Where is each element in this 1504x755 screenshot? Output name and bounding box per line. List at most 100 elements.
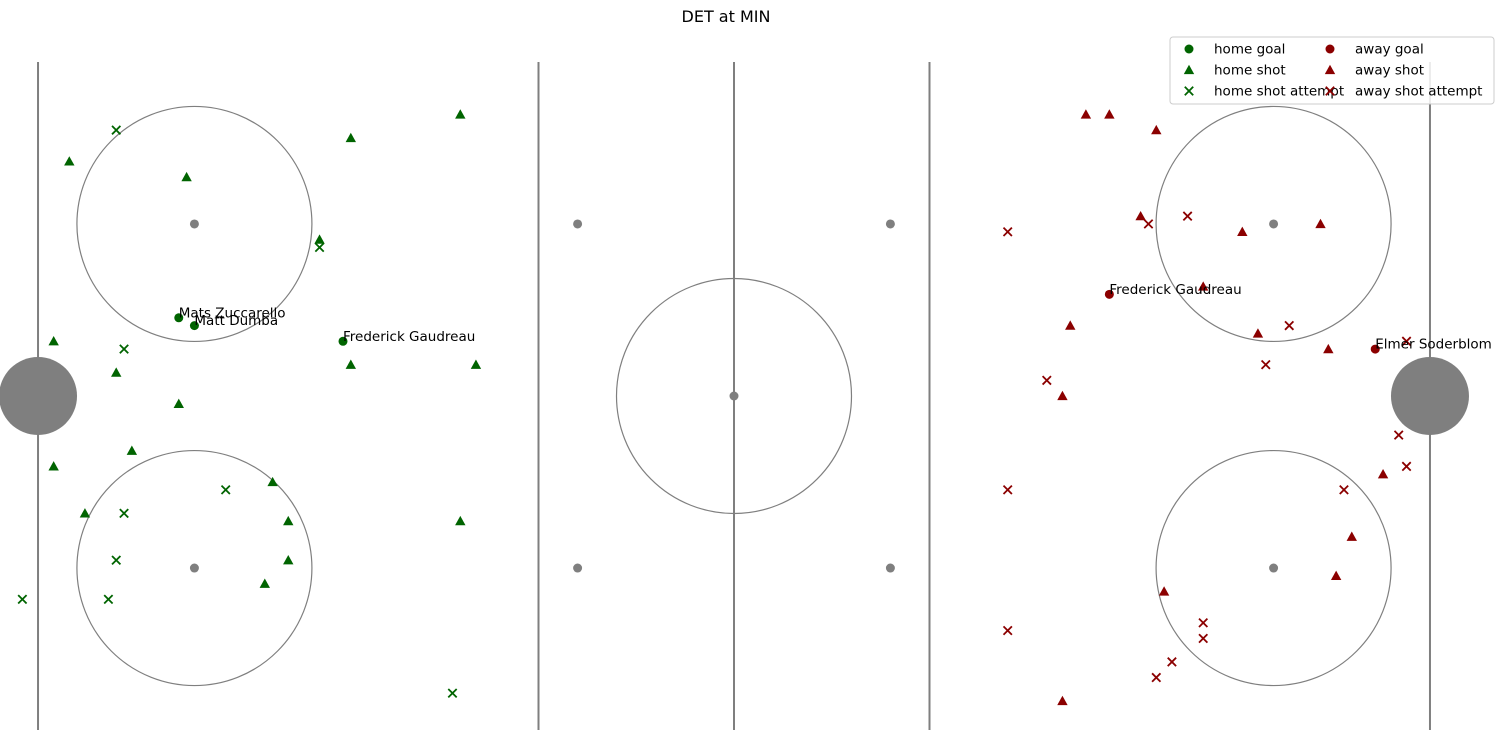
away-shot-attempt-point [1002, 485, 1013, 495]
home-shot-attempt-point [103, 594, 114, 605]
away-shot-attempt-point [1151, 672, 1162, 683]
faceoff-dot [573, 563, 583, 573]
home-shot-point [126, 445, 138, 455]
home-shot-point [79, 508, 91, 518]
home-shot-point [48, 336, 59, 346]
x-stroke [119, 344, 129, 354]
away-shot-attempt-point [1167, 657, 1177, 667]
plot-marks [17, 109, 1412, 706]
away-shot-point [1135, 210, 1146, 221]
away-shot-attempt-point [1339, 485, 1349, 495]
x-stroke [1184, 86, 1194, 96]
goal-net [1390, 357, 1469, 435]
away-shot-point [1346, 531, 1357, 541]
home-goal-point [174, 313, 184, 323]
away-shot-attempt-point [1002, 226, 1013, 237]
legend-marker-home_attempt [1184, 86, 1194, 96]
home-shot-attempt-point [17, 594, 28, 605]
faceoff-circle [76, 105, 313, 343]
faceoff-circle [76, 449, 313, 687]
home-goal-point [338, 336, 348, 346]
legend: home goal away goal home shot away shot home… [1169, 36, 1495, 105]
faceoff-dot [189, 563, 199, 573]
faceoff-dot [1269, 219, 1279, 229]
x-stroke [1198, 633, 1209, 644]
home-shot-point [455, 109, 466, 119]
player-label: Mats Zuccarello [179, 305, 286, 321]
faceoff-circle [1155, 105, 1392, 343]
legend-marker-away_goal [1325, 44, 1335, 54]
x-stroke [1167, 657, 1177, 667]
chart-title: DET at MIN [682, 7, 771, 26]
legend-label-away_shot: away shot [1355, 63, 1424, 79]
away-shot-point [1080, 109, 1092, 119]
away-shot-attempt-point [1002, 625, 1013, 636]
away-shot-point [1057, 390, 1068, 401]
faceoff-circle [1155, 449, 1392, 687]
legend-label-home_shot: home shot [1214, 63, 1286, 79]
player-label: Elmer Soderblom [1375, 337, 1492, 353]
home-shot-point [173, 398, 184, 408]
away-goal-point [1104, 289, 1114, 299]
x-stroke [1182, 211, 1193, 221]
x-stroke [119, 508, 129, 519]
home-goal-point [189, 321, 199, 331]
x-stroke [1401, 336, 1412, 347]
x-stroke [1393, 430, 1404, 440]
faceoff-dot [729, 391, 739, 401]
faceoff-dot [189, 219, 199, 229]
player-label: Frederick Gaudreau [1109, 282, 1241, 298]
legend-marker-home_shot [1183, 64, 1195, 75]
away-shot-point [1198, 281, 1209, 291]
away-shot-attempt-point [1198, 617, 1209, 628]
home-shot-point [283, 555, 294, 565]
x-stroke [103, 594, 114, 605]
away-shot-point [1057, 695, 1068, 706]
away-shot-attempt-point [1182, 211, 1193, 221]
home-shot-point [259, 578, 270, 588]
away-shot-point [1377, 469, 1389, 479]
player-label: Frederick Gaudreau [343, 329, 475, 345]
away-goal-point [1370, 344, 1380, 354]
home-shot-point [314, 234, 325, 244]
x-stroke [1198, 617, 1209, 628]
x-stroke [1041, 375, 1052, 386]
away-shot-point [1330, 570, 1342, 581]
home-shot-attempt-point [314, 242, 325, 253]
player-label: Matt Dumba [194, 313, 278, 329]
away-shot-point [1158, 586, 1170, 596]
away-shot-attempt-point [1260, 359, 1271, 370]
x-stroke [111, 125, 122, 135]
goal-net [0, 357, 78, 435]
x-stroke [1339, 485, 1349, 495]
away-shot-point [1065, 320, 1076, 330]
x-stroke [1260, 359, 1271, 370]
x-stroke [1002, 625, 1013, 636]
away-shot-attempt-point [1198, 633, 1209, 644]
away-shot-point [1104, 109, 1115, 119]
faceoff-dot [885, 219, 895, 229]
away-shot-attempt-point [1041, 375, 1052, 386]
legend-marker-away_attempt [1325, 86, 1335, 96]
home-shot-attempt-point [111, 555, 122, 566]
home-shot-point [48, 461, 59, 471]
away-shot-attempt-point [1401, 461, 1412, 472]
away-shot-point [1252, 328, 1264, 338]
legend-marker-home_goal [1184, 44, 1194, 54]
faceoff-dot [1269, 563, 1279, 573]
home-shot-point [283, 515, 294, 526]
home-shot-point [455, 515, 466, 526]
home-shot-attempt-point [220, 485, 231, 495]
x-stroke [1002, 485, 1013, 495]
x-stroke [1151, 672, 1162, 683]
x-stroke [1325, 86, 1335, 96]
home-shot-point [470, 359, 482, 369]
x-stroke [220, 485, 231, 495]
away-shot-attempt-point [1143, 219, 1154, 229]
away-shot-attempt-point [1393, 430, 1404, 440]
away-shot-point [1237, 226, 1248, 236]
legend-marker-away_shot [1324, 64, 1336, 75]
